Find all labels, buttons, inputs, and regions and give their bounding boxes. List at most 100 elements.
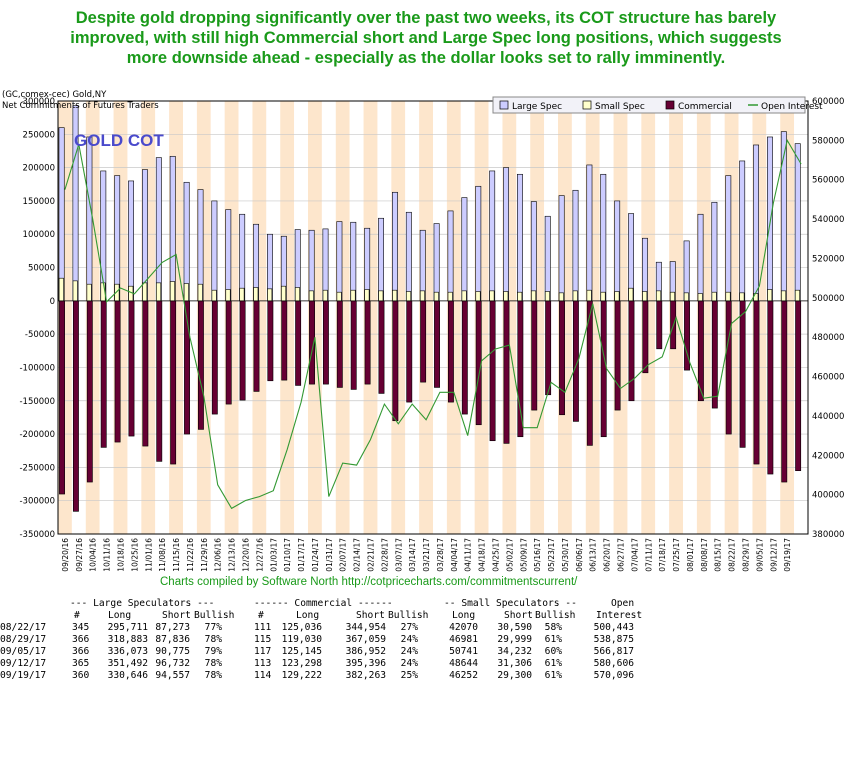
cell-small-long: 48644 [449, 658, 478, 669]
chart-header-line1: (GC,comex-cec) Gold,NY [2, 90, 107, 100]
bar-large-spec [586, 164, 593, 302]
bar-large-spec [461, 197, 468, 302]
bar-small-spec [58, 277, 64, 302]
cell-large-bullish: 79% [204, 646, 222, 657]
bar-large-spec [239, 213, 246, 302]
bar-commercial [489, 300, 496, 442]
bar-small-spec [156, 282, 162, 302]
bar-small-spec [86, 283, 92, 302]
bar-large-spec [392, 191, 398, 302]
bar-commercial [739, 300, 746, 448]
cell-small-short: 29,999 [497, 634, 532, 645]
bar-commercial [128, 300, 135, 437]
bar-small-spec [767, 289, 773, 302]
bar-large-spec [336, 221, 343, 302]
x-tick-label: 11/08/16 [158, 538, 167, 572]
bar-large-spec [517, 173, 523, 302]
right-tick-label: 480000 [812, 333, 844, 343]
cell-open-interest: 538,875 [593, 634, 634, 645]
cell-large-bullish: 78% [204, 670, 222, 681]
bar-commercial [197, 300, 204, 430]
bar-small-spec [197, 283, 203, 302]
right-tick-label: 600000 [812, 97, 844, 107]
cell-small-long: 46252 [449, 670, 478, 681]
bar-large-spec [739, 160, 746, 302]
cell-small-bullish: 58% [544, 622, 562, 633]
x-tick-label: 02/28/17 [380, 538, 389, 572]
bar-large-spec [489, 170, 496, 302]
cell-small-short: 31,306 [497, 658, 532, 669]
bar-small-spec [669, 291, 675, 302]
x-tick-label: 11/22/16 [186, 538, 195, 572]
bar-small-spec [350, 289, 356, 302]
x-tick-label: 10/18/16 [117, 538, 126, 572]
cell-small-bullish: 61% [544, 658, 562, 669]
cell-large-long: 318,883 [107, 634, 148, 645]
right-tick-label: 460000 [812, 373, 844, 383]
bar-small-spec [142, 282, 148, 302]
cell-comm-num: 115 [254, 634, 272, 645]
bar-commercial [420, 300, 427, 383]
left-tick-label: -100000 [19, 363, 55, 373]
cell-small-long: 46981 [449, 634, 478, 645]
bar-large-spec [405, 211, 412, 302]
bar-commercial [475, 300, 482, 426]
cell-comm-long: 123,298 [281, 658, 322, 669]
bar-small-spec [267, 288, 273, 302]
right-tick-label: 500000 [812, 294, 844, 304]
bar-small-spec [725, 291, 731, 302]
open-interest-line [64, 138, 802, 510]
left-tick-label: -50000 [25, 330, 55, 340]
bar-commercial [350, 300, 357, 390]
cell-large-short: 96,732 [155, 658, 190, 669]
bar-small-spec [781, 290, 787, 302]
bar-large-spec [169, 155, 176, 302]
bar-small-spec [739, 292, 745, 302]
bar-large-spec [725, 175, 732, 302]
legend-swatch-commercial [665, 100, 675, 110]
table-row: 09/05/17 366 336,073 90,775 79% 117 125,145 386… [0, 646, 852, 658]
x-axis-labels: 09/20/16 09/27/16 10/04/16 10/11/16 10/18/16… [61, 538, 792, 572]
bar-commercial [628, 300, 635, 402]
bar-large-spec [155, 157, 162, 302]
x-tick-label: 11/15/16 [172, 538, 181, 572]
x-tick-label: 10/11/16 [103, 538, 112, 572]
gold-cot-watermark: GOLD COT [74, 131, 164, 150]
x-tick-label: 11/29/16 [200, 538, 209, 572]
bar-commercial [767, 300, 774, 475]
bar-small-spec [503, 291, 509, 302]
headline: Despite gold dropping significantly over… [8, 8, 844, 68]
cell-large-bullish: 77% [204, 622, 222, 633]
left-tick-label: 300000 [23, 97, 55, 107]
header-commercial: ------ Commercial ------ [254, 598, 393, 609]
cell-large-num: 366 [72, 634, 90, 645]
header-small-speculators: -- Small Speculators -- [444, 598, 577, 609]
cell-comm-short: 395,396 [345, 658, 386, 669]
cell-large-bullish: 78% [204, 634, 222, 645]
cell-large-num: 345 [72, 622, 90, 633]
left-tick-label: -350000 [19, 530, 55, 540]
cell-date: 09/12/17 [0, 658, 47, 669]
bar-commercial [59, 300, 65, 495]
bar-large-spec [128, 180, 134, 302]
x-tick-label: 05/16/17 [533, 538, 542, 572]
open-interest-line-path [64, 138, 802, 510]
x-tick-label: 07/04/17 [630, 538, 639, 572]
bar-small-spec [447, 291, 453, 302]
x-tick-label: 03/07/17 [394, 538, 403, 572]
x-tick-label: 06/06/17 [575, 538, 584, 572]
bar-large-spec [475, 185, 482, 302]
x-tick-label: 07/18/17 [658, 538, 667, 572]
cell-large-short: 87,836 [155, 634, 190, 645]
left-tick-label: 150000 [23, 197, 55, 207]
left-tick-label: -300000 [19, 497, 55, 507]
bar-small-spec [544, 291, 550, 302]
bar-series [58, 105, 808, 512]
bar-large-spec [530, 201, 537, 302]
bar-small-spec [794, 289, 800, 302]
bar-large-spec [58, 127, 65, 302]
cell-comm-bullish: 24% [400, 634, 418, 645]
bar-small-spec [642, 291, 648, 302]
legend-label-open-interest: Open Interest [761, 102, 823, 112]
bar-small-spec [211, 289, 217, 302]
